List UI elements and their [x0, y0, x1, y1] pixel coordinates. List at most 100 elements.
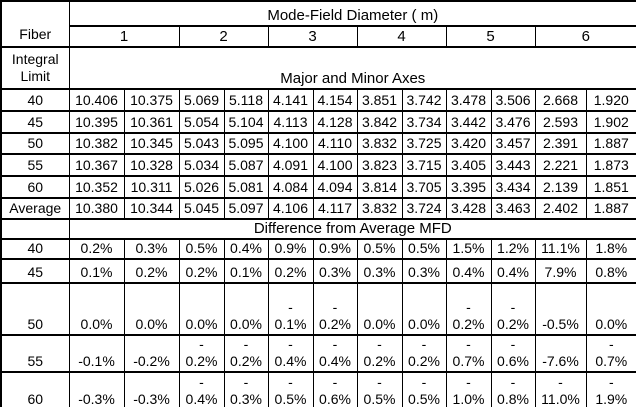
- value-cell: - 11.0%: [534, 371, 587, 407]
- table-row: Fiber Mode-Field Diameter ( m): [0, 0, 636, 48]
- row-label-cell: 45: [0, 110, 70, 134]
- value-cell: 7.9%: [534, 258, 587, 284]
- value-cell: - 1.9%: [585, 371, 636, 407]
- row-label-cell: Average: [0, 197, 70, 220]
- value-cell: -7.6%: [534, 334, 587, 373]
- table-row: 50 10.382 10.345 5.043 5.095 4.100 4.110 3.832 3…: [0, 132, 636, 155]
- value-cell: 5.104: [223, 110, 269, 134]
- value-cell: 3.443: [490, 153, 536, 177]
- value-cell: 3.506: [490, 88, 536, 112]
- value-cell: 0.0%: [123, 282, 180, 336]
- value-cell: 2.668: [534, 88, 587, 112]
- value-cell: 3.428: [445, 197, 492, 220]
- value-cell: 5.054: [178, 110, 225, 134]
- table-row: 60 -0.3% -0.3% - 0.4% - 0.3% - 0.5% - 0.6% - 0.…: [0, 371, 636, 407]
- value-cell: 0.2%: [123, 258, 180, 284]
- value-cell: -0.3%: [68, 371, 125, 407]
- table-row: Integral Limit Major and Minor Axes: [0, 46, 636, 90]
- fiber-number-cell: 6: [534, 25, 636, 48]
- value-cell: 2.221: [534, 153, 587, 177]
- value-cell: 2.593: [534, 110, 587, 134]
- row-label-cell: 60: [0, 371, 70, 407]
- fiber-number-cell: 1: [68, 25, 180, 48]
- value-cell: 10.361: [123, 110, 180, 134]
- value-cell: 0.0%: [68, 282, 125, 336]
- value-cell: 3.395: [445, 175, 492, 199]
- value-cell: 1.887: [585, 132, 636, 155]
- value-cell: - 0.8%: [490, 371, 536, 407]
- value-cell: 0.9%: [312, 238, 358, 260]
- value-cell: 0.8%: [585, 258, 636, 284]
- value-cell: 3.442: [445, 110, 492, 134]
- value-cell: 0.2%: [68, 238, 125, 260]
- value-cell: 3.851: [356, 88, 403, 112]
- value-cell: 3.734: [401, 110, 447, 134]
- value-cell: 4.128: [312, 110, 358, 134]
- value-cell: 1.2%: [490, 238, 536, 260]
- value-cell: 4.106: [267, 197, 314, 220]
- value-cell: - 0.6%: [312, 371, 358, 407]
- value-cell: 0.3%: [312, 258, 358, 284]
- table-row: 50 0.0% 0.0% 0.0% 0.0% - 0.1% - 0.2% 0.0% 0.0% - …: [0, 282, 636, 336]
- value-cell: 3.420: [445, 132, 492, 155]
- value-cell: 3.715: [401, 153, 447, 177]
- table-row: Average 10.380 10.344 5.045 5.097 4.106 4.117 3…: [0, 197, 636, 220]
- section-title-major-minor-axes: Major and Minor Axes: [68, 46, 636, 90]
- value-cell: 4.100: [312, 153, 358, 177]
- value-cell: 5.026: [178, 175, 225, 199]
- value-cell: 3.823: [356, 153, 403, 177]
- value-cell: 4.091: [267, 153, 314, 177]
- value-cell: 1.920: [585, 88, 636, 112]
- value-cell: 4.110: [312, 132, 358, 155]
- value-cell: 3.832: [356, 197, 403, 220]
- row-label-cell: 60: [0, 175, 70, 199]
- mode-field-diameter-header: Mode-Field Diameter ( m): [68, 0, 636, 27]
- value-cell: 5.043: [178, 132, 225, 155]
- value-cell: - 0.2%: [178, 334, 225, 373]
- value-cell: - 0.6%: [490, 334, 536, 373]
- value-cell: 0.9%: [267, 238, 314, 260]
- fiber-number-cell: 2: [178, 25, 269, 48]
- value-cell: - 0.5%: [267, 371, 314, 407]
- value-cell: 3.405: [445, 153, 492, 177]
- fiber-number-cell: 5: [445, 25, 536, 48]
- value-cell: 5.118: [223, 88, 269, 112]
- value-cell: 5.069: [178, 88, 225, 112]
- value-cell: 3.725: [401, 132, 447, 155]
- value-cell: 0.0%: [178, 282, 225, 336]
- value-cell: 5.034: [178, 153, 225, 177]
- value-cell: 0.1%: [223, 258, 269, 284]
- value-cell: 10.406: [68, 88, 125, 112]
- value-cell: 1.5%: [445, 238, 492, 260]
- value-cell: 0.2%: [267, 258, 314, 284]
- value-cell: - 0.2%: [445, 282, 492, 336]
- integral-limit-header-cell: Integral Limit: [0, 46, 70, 90]
- value-cell: 0.0%: [585, 282, 636, 336]
- value-cell: 0.0%: [356, 282, 403, 336]
- value-cell: 4.100: [267, 132, 314, 155]
- section-title-difference-from-average: Difference from Average MFD: [68, 218, 636, 240]
- value-cell: 5.081: [223, 175, 269, 199]
- value-cell: - 0.4%: [178, 371, 225, 407]
- table-row: 60 10.352 10.311 5.026 5.081 4.084 4.094 3.814 3…: [0, 175, 636, 199]
- value-cell: - 0.7%: [445, 334, 492, 373]
- table-row: 45 10.395 10.361 5.054 5.104 4.113 4.128 3.842 3…: [0, 110, 636, 134]
- table-row: Difference from Average MFD: [0, 218, 636, 240]
- value-cell: 2.402: [534, 197, 587, 220]
- row-label-cell: 50: [0, 282, 70, 336]
- value-cell: - 0.2%: [490, 282, 536, 336]
- value-cell: 0.0%: [401, 282, 447, 336]
- value-cell: 1.851: [585, 175, 636, 199]
- value-cell: 4.117: [312, 197, 358, 220]
- value-cell: 3.842: [356, 110, 403, 134]
- value-cell: -0.5%: [534, 282, 587, 336]
- value-cell: 10.375: [123, 88, 180, 112]
- row-label-cell: 55: [0, 334, 70, 373]
- value-cell: - 0.2%: [312, 282, 358, 336]
- value-cell: 3.463: [490, 197, 536, 220]
- row-label-cell: 40: [0, 88, 70, 112]
- value-cell: 3.705: [401, 175, 447, 199]
